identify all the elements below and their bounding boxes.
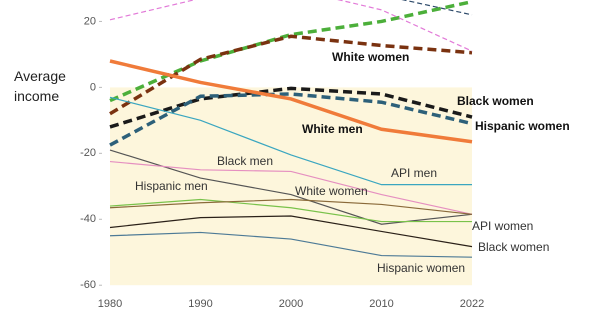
series-line: [109, 59, 473, 144]
series-line: [109, 0, 473, 52]
series-label: Hispanic men: [135, 179, 208, 193]
y-tick-label: 20: [84, 15, 96, 27]
x-tick-label: 2010: [369, 298, 393, 310]
series-line: [109, 149, 473, 225]
series-line: [109, 0, 473, 103]
x-tick-label: 2000: [279, 298, 303, 310]
series-label: Hispanic women: [377, 261, 465, 275]
y-tick-label: 0: [90, 81, 96, 93]
series-label: White women: [332, 50, 409, 64]
series-line: [109, 198, 472, 223]
series-line: [109, 34, 473, 116]
series-label: Black women: [478, 240, 549, 254]
series-label: White women: [295, 184, 368, 198]
series-label: API men: [391, 166, 437, 180]
highlight-band: [110, 87, 472, 286]
series-label: White men: [302, 122, 363, 136]
x-tick-label: 1990: [188, 298, 212, 310]
series-label: Hispanic women: [475, 119, 570, 133]
series-label: Black men: [217, 154, 273, 168]
y-tick-label: -20: [80, 147, 96, 159]
series-line: [109, 96, 472, 186]
series-label: API women: [472, 219, 533, 233]
series-line: [401, 0, 473, 16]
y-tick-label: -60: [80, 279, 96, 291]
x-tick-label: 2022: [460, 298, 484, 310]
series-label: Black women: [457, 94, 534, 108]
series-line: [109, 86, 473, 129]
series-line: [109, 231, 473, 258]
y-axis-label: Average income: [14, 68, 66, 104]
series-line: [109, 92, 473, 147]
series-line: [109, 215, 473, 248]
y-tick-label: -40: [80, 213, 96, 225]
x-tick-label: 1980: [98, 298, 122, 310]
series-line: [109, 198, 473, 215]
series-line: [109, 160, 473, 215]
